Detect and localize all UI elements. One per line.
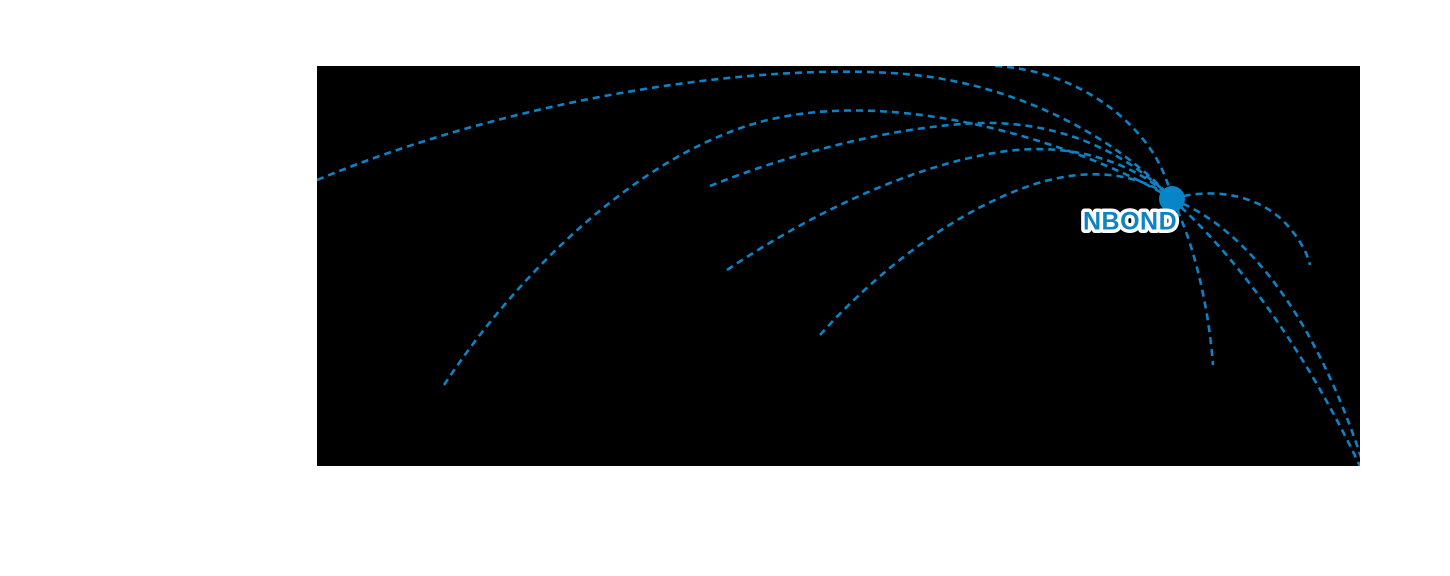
route-arc <box>819 173 1173 336</box>
route-arc <box>994 66 1174 200</box>
hub-node-group[interactable] <box>1159 186 1185 212</box>
map-panel: NBOND <box>317 66 1360 466</box>
route-arc <box>442 109 1173 386</box>
routes-layer: NBOND <box>317 66 1360 466</box>
hub-label-group: NBOND <box>1080 204 1181 239</box>
route-arc <box>1171 192 1312 266</box>
hub-label-nbond: NBOND <box>1083 208 1177 236</box>
route-arc <box>1171 197 1360 459</box>
route-arc <box>317 70 1173 200</box>
route-arcs-group <box>317 66 1360 466</box>
route-arc <box>709 121 1173 200</box>
route-arc <box>726 147 1173 272</box>
hub-node-nbond[interactable] <box>1159 186 1185 212</box>
route-arc <box>1171 198 1360 466</box>
route-arc <box>1170 198 1215 366</box>
